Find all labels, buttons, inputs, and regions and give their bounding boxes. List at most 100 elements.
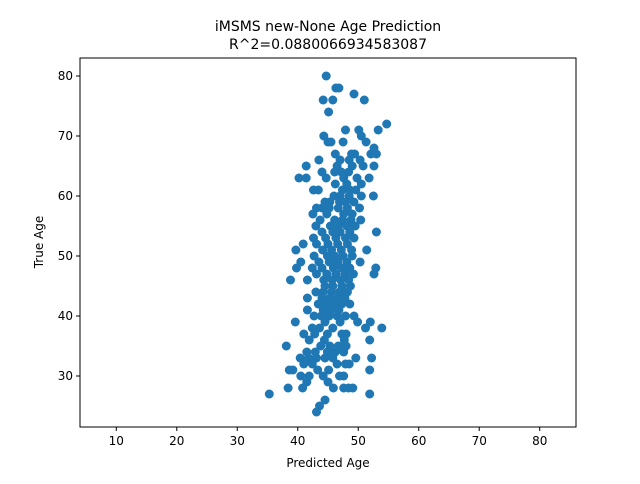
data-point <box>362 245 372 255</box>
data-point <box>298 383 308 393</box>
data-point <box>344 359 354 369</box>
data-point <box>349 89 359 99</box>
data-point <box>308 209 318 219</box>
data-point <box>330 179 340 189</box>
x-tick-label: 40 <box>290 434 305 448</box>
data-point <box>330 149 340 159</box>
data-point <box>349 197 359 207</box>
data-point <box>349 233 359 243</box>
data-point <box>330 167 340 177</box>
y-tick-label: 80 <box>58 69 73 83</box>
data-point <box>290 317 300 327</box>
data-point <box>341 125 350 135</box>
data-point <box>298 239 308 249</box>
data-point <box>369 161 379 171</box>
chart-subtitle: R^2=0.0880066934583087 <box>229 37 427 53</box>
data-point <box>283 383 293 393</box>
data-point <box>320 353 330 363</box>
y-tick-label: 50 <box>58 249 73 263</box>
data-point <box>318 95 328 105</box>
data-point <box>353 317 363 327</box>
data-point <box>369 269 379 279</box>
data-point <box>288 365 298 375</box>
data-point <box>281 341 291 351</box>
data-point <box>313 185 323 195</box>
data-point <box>348 269 358 279</box>
y-tick-label: 30 <box>58 369 73 383</box>
data-point <box>294 173 304 183</box>
data-point <box>338 137 348 147</box>
data-point <box>355 203 364 213</box>
data-point <box>313 365 323 375</box>
data-points <box>264 71 392 417</box>
data-point <box>264 389 274 399</box>
data-point <box>377 323 387 333</box>
data-point <box>328 323 338 333</box>
y-axis-label: True Age <box>32 216 46 270</box>
data-point <box>373 125 383 135</box>
data-point <box>333 203 343 213</box>
data-point <box>356 215 366 225</box>
data-point <box>320 317 330 327</box>
data-point <box>318 371 328 381</box>
data-point <box>341 311 350 321</box>
data-point <box>361 137 371 147</box>
data-point <box>312 239 321 249</box>
data-point <box>350 149 360 159</box>
data-point <box>339 347 349 357</box>
data-point <box>356 179 366 189</box>
y-tick-label: 40 <box>58 309 73 323</box>
y-axis-ticks: 30 40 50 60 70 80 <box>58 69 80 383</box>
data-point <box>324 107 334 117</box>
data-point <box>316 341 326 351</box>
data-point <box>335 317 345 327</box>
data-point <box>301 173 311 183</box>
data-point <box>291 245 301 255</box>
data-point <box>315 323 324 333</box>
data-point <box>313 299 323 309</box>
data-point <box>344 167 354 177</box>
data-point <box>314 155 324 165</box>
y-tick-label: 60 <box>58 189 73 203</box>
data-point <box>382 119 392 129</box>
x-tick-label: 20 <box>169 434 184 448</box>
data-point <box>307 359 317 369</box>
data-point <box>318 245 328 255</box>
data-point <box>371 227 381 237</box>
data-point <box>302 293 312 303</box>
x-tick-label: 50 <box>351 434 366 448</box>
data-point <box>350 221 360 231</box>
data-point <box>367 353 377 363</box>
data-point <box>368 191 378 201</box>
data-point <box>339 371 349 381</box>
data-point <box>317 203 327 213</box>
data-point <box>361 323 370 333</box>
data-point <box>296 371 306 381</box>
data-point <box>365 317 375 327</box>
data-point <box>301 161 311 171</box>
data-point <box>310 329 320 339</box>
data-point <box>299 359 309 369</box>
data-point <box>351 353 361 363</box>
x-tick-label: 10 <box>109 434 124 448</box>
data-point <box>302 275 312 285</box>
x-axis-ticks: 10 20 30 40 50 60 70 80 <box>109 427 547 448</box>
data-point <box>328 95 338 105</box>
data-point <box>365 335 375 345</box>
data-point <box>320 395 330 405</box>
data-point <box>311 287 321 297</box>
x-axis-label: Predicted Age <box>286 456 369 470</box>
x-tick-label: 60 <box>411 434 426 448</box>
data-point <box>358 161 368 171</box>
data-point <box>321 71 331 81</box>
data-point <box>356 131 366 141</box>
x-tick-label: 80 <box>532 434 547 448</box>
data-point <box>328 383 338 393</box>
chart-title: iMSMS new-None Age Prediction <box>215 19 441 35</box>
data-point <box>309 311 319 321</box>
data-point <box>323 377 333 387</box>
data-point <box>312 407 321 417</box>
data-point <box>292 263 301 273</box>
data-point <box>317 263 327 273</box>
